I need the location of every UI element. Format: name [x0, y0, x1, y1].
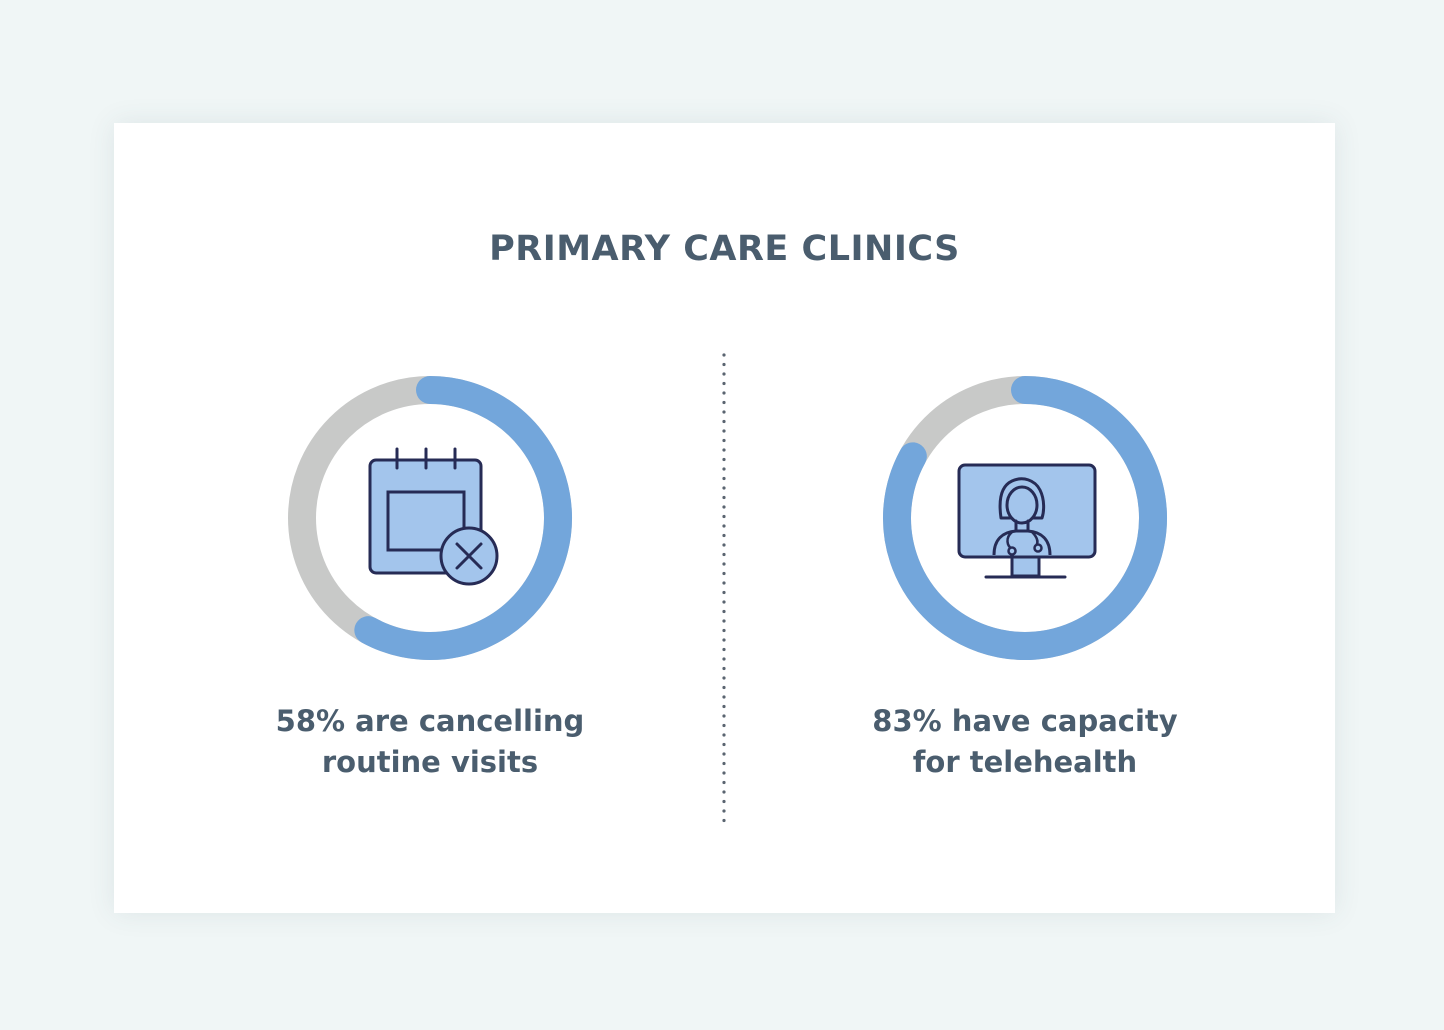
- calendar-cancel-icon: [368, 447, 499, 586]
- caption-cancelling: 58% are cancelling routine visits: [220, 701, 640, 783]
- donut-chart-telehealth: [883, 376, 1167, 660]
- donut-value-arc: [883, 376, 1167, 660]
- stat-cancelling: [280, 368, 580, 668]
- donut-chart-cancelling: [288, 376, 572, 660]
- infographic-card: PRIMARY CARE CLINICS 58% are cancelling …: [114, 123, 1335, 913]
- caption-line: routine visits: [321, 745, 539, 779]
- caption-line: 58% are cancelling: [275, 704, 585, 738]
- donut-value-arc: [354, 376, 572, 660]
- page-title: PRIMARY CARE CLINICS: [489, 229, 960, 269]
- caption-line: for telehealth: [912, 745, 1138, 779]
- telehealth-doctor-monitor-icon: [957, 463, 1097, 579]
- dotted-divider: [722, 353, 726, 823]
- stat-telehealth: [875, 368, 1175, 668]
- caption-telehealth: 83% have capacity for telehealth: [815, 701, 1235, 783]
- caption-line: 83% have capacity: [872, 704, 1178, 738]
